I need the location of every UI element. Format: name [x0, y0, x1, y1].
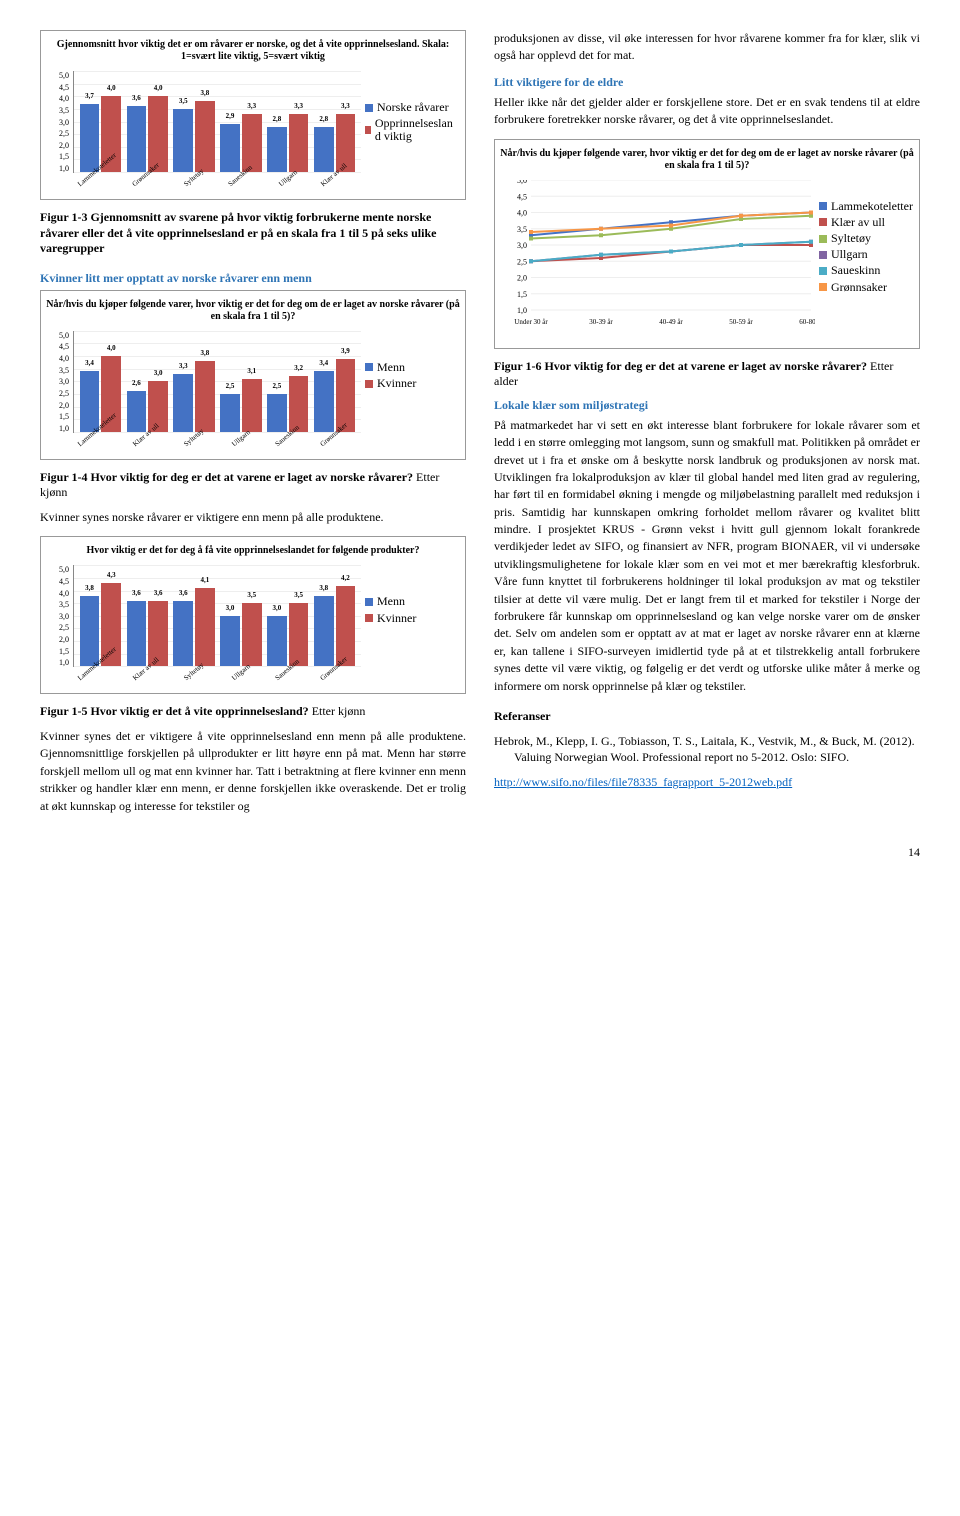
chart-4-title: Når/hvis du kjøper følgende varer, hvor … [499, 148, 915, 172]
figure-1-6-caption: Figur 1-6 Hvor viktig for deg er det at … [494, 359, 920, 390]
legend-item: Opprinnelseslan d viktig [365, 117, 461, 143]
svg-text:2,5: 2,5 [517, 257, 527, 266]
bar-group: 3,84,3Lammekoteletter [78, 565, 123, 666]
svg-text:3,5: 3,5 [517, 224, 527, 233]
svg-text:4,0: 4,0 [517, 208, 527, 217]
chart-2: Når/hvis du kjøper følgende varer, hvor … [40, 290, 466, 460]
legend-item: Saueskinn [819, 264, 915, 277]
para-r2: Heller ikke når det gjelder alder er for… [494, 94, 920, 129]
bar-group: 3,64,0Grønnsaker [125, 71, 170, 172]
chart-1-title: Gjennomsnitt hvor viktig det er om råvar… [45, 39, 461, 63]
legend-item: Syltetøy [819, 232, 915, 245]
bar-group: 2,83,3Ullgarn [265, 71, 310, 172]
bar-group: 3,74,0Lammekoteletter [78, 71, 123, 172]
legend-item: Menn [365, 595, 461, 608]
para-r1: produksjonen av disse, vil øke interesse… [494, 30, 920, 65]
legend-item: Norske råvarer [365, 101, 461, 114]
bar-group: 2,63,0Klær av ull [125, 331, 170, 432]
section-head-eldre: Litt viktigere for de eldre [494, 75, 920, 90]
para-fig-1-5: Kvinner synes det er viktigere å vite op… [40, 728, 466, 815]
svg-text:30-39 år: 30-39 år [589, 318, 613, 326]
bar-group: 3,53,8Syltetøy [172, 71, 217, 172]
bar-group: 2,53,1Ullgarn [218, 331, 263, 432]
chart-1: Gjennomsnitt hvor viktig det er om råvar… [40, 30, 466, 200]
para-chart2-sub: Kvinner synes norske råvarer er viktiger… [40, 509, 466, 526]
bar-group: 2,53,2Saueskinn [265, 331, 310, 432]
bar-group: 3,64,1Syltetøy [172, 565, 217, 666]
legend-item: Lammekoteletter [819, 200, 915, 213]
svg-text:60-80 år: 60-80 år [799, 318, 815, 326]
legend-item: Kvinner [365, 612, 461, 625]
bar-group: 3,44,0Lammekoteletter [78, 331, 123, 432]
svg-text:50-59 år: 50-59 år [729, 318, 753, 326]
bar-group: 3,03,5Ullgarn [218, 565, 263, 666]
chart-3-title: Hvor viktig er det for deg å få vite opp… [45, 545, 461, 557]
figure-1-3-caption: Figur 1-3 Gjennomsnitt av svarene på hvo… [40, 210, 466, 257]
chart-3: Hvor viktig er det for deg å få vite opp… [40, 536, 466, 694]
section-head-referanser: Referanser [494, 709, 920, 725]
bar-group: 3,63,6Klær av ull [125, 565, 170, 666]
svg-text:3,0: 3,0 [517, 241, 527, 250]
legend-item: Menn [365, 361, 461, 374]
para-r3: På matmarkedet har vi sett en økt intere… [494, 417, 920, 695]
legend-item: Klær av ull [819, 216, 915, 229]
bar-group: 3,43,9Grønnsaker [312, 331, 357, 432]
page-number: 14 [40, 845, 920, 860]
svg-text:40-49 år: 40-49 år [659, 318, 683, 326]
svg-text:1,0: 1,0 [517, 306, 527, 315]
bar-group: 2,83,3Klær av ull [312, 71, 357, 172]
section-head-kvinner: Kvinner litt mer opptatt av norske råvar… [40, 271, 466, 286]
legend-item: Kvinner [365, 377, 461, 390]
svg-text:2,0: 2,0 [517, 273, 527, 282]
svg-text:4,5: 4,5 [517, 192, 527, 201]
svg-text:5,0: 5,0 [517, 180, 527, 185]
bar-group: 2,93,3Saueskinn [218, 71, 263, 172]
figure-1-4-caption: Figur 1-4 Hvor viktig for deg er det at … [40, 470, 466, 501]
reference-link[interactable]: http://www.sifo.no/files/file78335_fagra… [494, 775, 792, 789]
section-head-lokale: Lokale klær som miljøstrategi [494, 398, 920, 413]
bar-group: 3,33,8Syltetøy [172, 331, 217, 432]
chart-4: Når/hvis du kjøper følgende varer, hvor … [494, 139, 920, 349]
legend-item: Grønnsaker [819, 281, 915, 294]
svg-text:Under 30 år: Under 30 år [514, 318, 548, 326]
legend-item: Ullgarn [819, 248, 915, 261]
bar-group: 3,03,5Saueskinn [265, 565, 310, 666]
figure-1-5-caption: Figur 1-5 Hvor viktig er det å vite oppr… [40, 704, 466, 720]
reference-1: Hebrok, M., Klepp, I. G., Tobiasson, T. … [514, 733, 920, 767]
svg-text:1,5: 1,5 [517, 289, 527, 298]
bar-group: 3,84,2Grønnsaker [312, 565, 357, 666]
chart-2-title: Når/hvis du kjøper følgende varer, hvor … [45, 299, 461, 323]
